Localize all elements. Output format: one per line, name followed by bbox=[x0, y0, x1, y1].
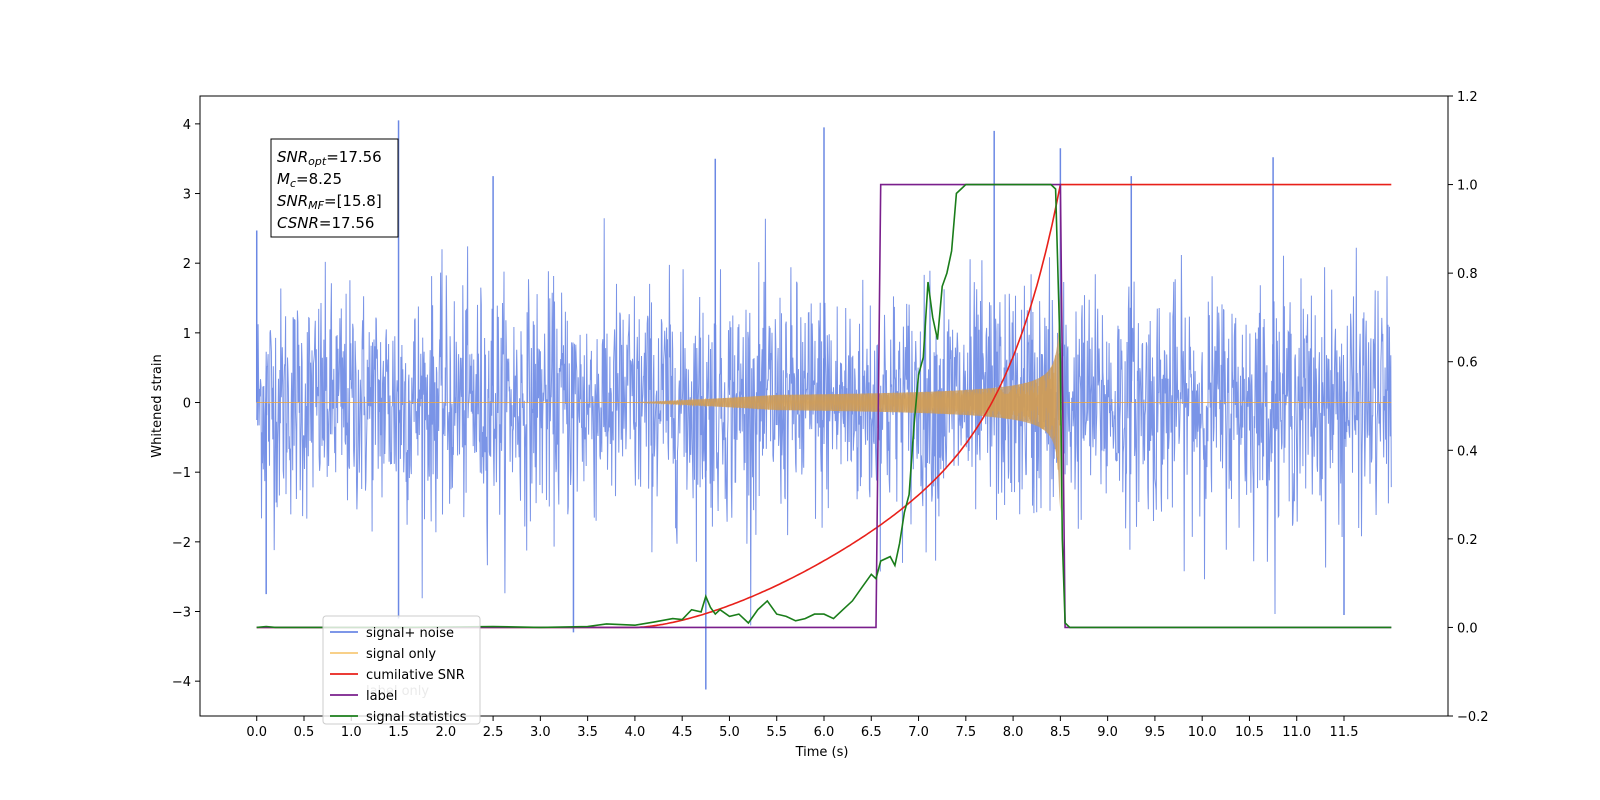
annotation-csnr: CSNR=17.56 bbox=[277, 214, 374, 232]
annotation-snr-opt: SNRopt=17.56 bbox=[277, 148, 382, 168]
legend-frame bbox=[322, 615, 481, 725]
legend-label: signal statistics bbox=[366, 710, 467, 725]
x-tick-label: 11.0 bbox=[1282, 725, 1311, 740]
x-tick-label: 10.5 bbox=[1235, 725, 1264, 740]
y-axis-right: 1.2 1.0 0.8 0.6 0.4 0.2 0.0 −0.2 bbox=[1448, 90, 1489, 725]
y2-tick-label: −0.2 bbox=[1457, 710, 1489, 725]
x-tick-label: 11.5 bbox=[1330, 725, 1359, 740]
y-tick-label: 0 bbox=[183, 397, 191, 412]
x-tick-label: 0.5 bbox=[294, 725, 315, 740]
x-tick-label: 0.0 bbox=[246, 725, 267, 740]
x-tick-label: 7.5 bbox=[955, 725, 976, 740]
x-tick-label: 8.0 bbox=[1003, 725, 1024, 740]
y-tick-label: 3 bbox=[183, 188, 191, 203]
y2-tick-label: 1.0 bbox=[1457, 179, 1478, 194]
y2-tick-label: 0.2 bbox=[1457, 533, 1478, 548]
legend: label only signal+ noise signal only cumila… bbox=[322, 615, 481, 725]
y2-tick-label: 0.6 bbox=[1457, 356, 1478, 371]
y-tick-label: 2 bbox=[183, 257, 191, 272]
y-axis-left: 4 3 2 1 0 −1 −2 −3 −4 bbox=[172, 118, 200, 690]
x-tick-label: 3.5 bbox=[577, 725, 598, 740]
x-tick-label: 5.5 bbox=[766, 725, 787, 740]
x-tick-label: 4.5 bbox=[672, 725, 693, 740]
x-axis: 0.0 0.5 1.0 1.5 2.0 2.5 3.0 3.5 4.0 4.5 5.0 5.5 6.0 6… bbox=[246, 716, 1358, 740]
series-signal-noise bbox=[256, 218, 1392, 626]
legend-label: cumilative SNR bbox=[366, 668, 465, 683]
annotation-mc: Mc=8.25 bbox=[277, 170, 342, 190]
y2-tick-label: 0.4 bbox=[1457, 444, 1478, 459]
legend-ghost-label: label only bbox=[366, 684, 429, 699]
y2-tick-label: 0.8 bbox=[1457, 267, 1478, 282]
annotation-snr-mf: SNRMF=[15.8] bbox=[277, 192, 382, 212]
series-signal-only-envelope bbox=[634, 292, 1061, 513]
x-tick-label: 9.0 bbox=[1097, 725, 1118, 740]
series-layer bbox=[255, 120, 1392, 690]
x-tick-label: 6.5 bbox=[861, 725, 882, 740]
y-tick-label: −3 bbox=[172, 606, 191, 621]
x-tick-label: 5.0 bbox=[719, 725, 740, 740]
y-tick-label: 4 bbox=[183, 118, 191, 133]
series-cumilative-snr bbox=[256, 183, 1392, 629]
series-signal-statistics bbox=[256, 183, 1392, 629]
y-tick-label: −2 bbox=[172, 536, 191, 551]
y2-tick-label: 0.0 bbox=[1457, 621, 1478, 636]
legend-label: label bbox=[366, 689, 397, 704]
y-axis-label: Whitened strain bbox=[150, 354, 165, 457]
x-tick-label: 4.0 bbox=[625, 725, 646, 740]
x-tick-label: 1.5 bbox=[388, 725, 409, 740]
annotation-box: SNRopt=17.56 Mc=8.25 SNRMF=[15.8] CSNR=1… bbox=[270, 138, 399, 238]
x-tick-label: 8.5 bbox=[1050, 725, 1071, 740]
x-tick-label: 7.0 bbox=[908, 725, 929, 740]
y-tick-label: −1 bbox=[172, 466, 191, 481]
x-tick-label: 3.0 bbox=[530, 725, 551, 740]
x-tick-label: 9.5 bbox=[1145, 725, 1166, 740]
y2-tick-label: 1.2 bbox=[1457, 90, 1478, 105]
x-tick-label: 6.0 bbox=[814, 725, 835, 740]
x-tick-label: 1.0 bbox=[341, 725, 362, 740]
x-tick-label: 2.5 bbox=[483, 725, 504, 740]
x-tick-label: 2.0 bbox=[435, 725, 456, 740]
y-tick-label: −4 bbox=[172, 675, 191, 690]
legend-label: signal only bbox=[366, 647, 436, 662]
legend-label: signal+ noise bbox=[366, 626, 454, 641]
x-tick-label: 10.0 bbox=[1188, 725, 1217, 740]
x-axis-label: Time (s) bbox=[795, 745, 849, 760]
y-tick-label: 1 bbox=[183, 327, 191, 342]
